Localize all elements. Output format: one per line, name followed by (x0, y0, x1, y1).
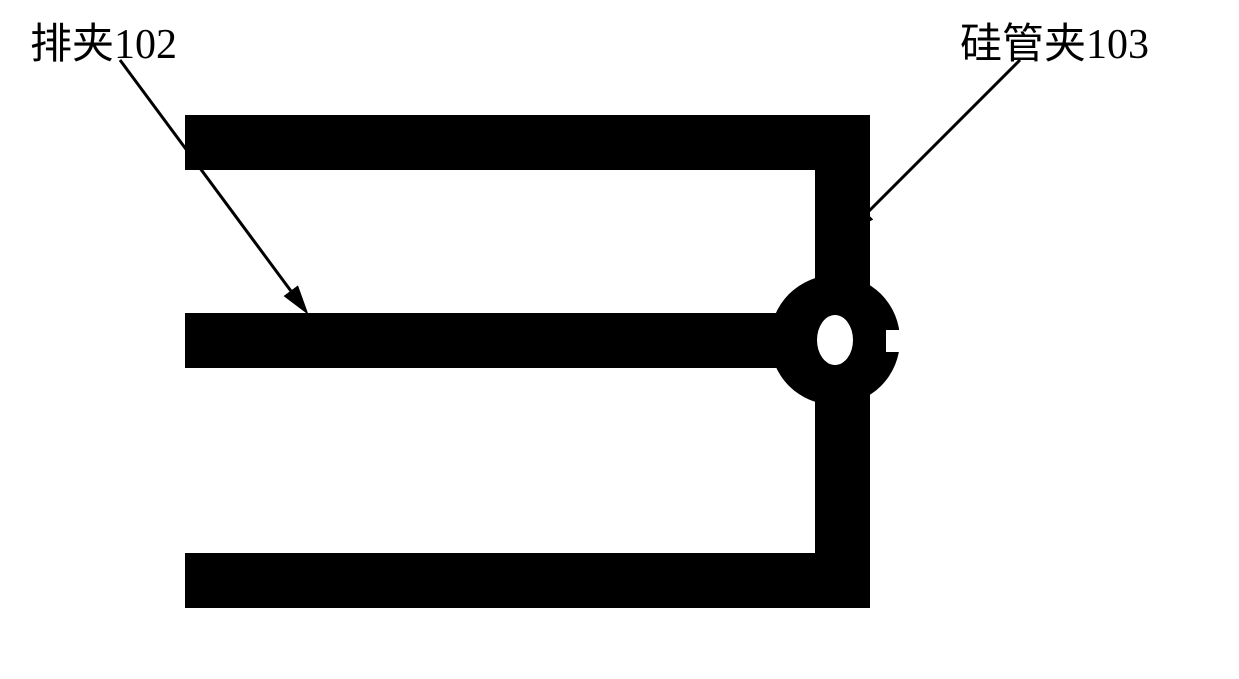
right-label: 硅管夹103 (960, 10, 1149, 71)
clip-diagram (185, 115, 905, 610)
top-bar (185, 115, 870, 170)
bottom-bar (185, 553, 870, 608)
right-notch (886, 330, 904, 352)
middle-bar (185, 313, 815, 368)
circle-inner-hole (817, 315, 853, 365)
left-label: 排夹102 (30, 10, 177, 71)
